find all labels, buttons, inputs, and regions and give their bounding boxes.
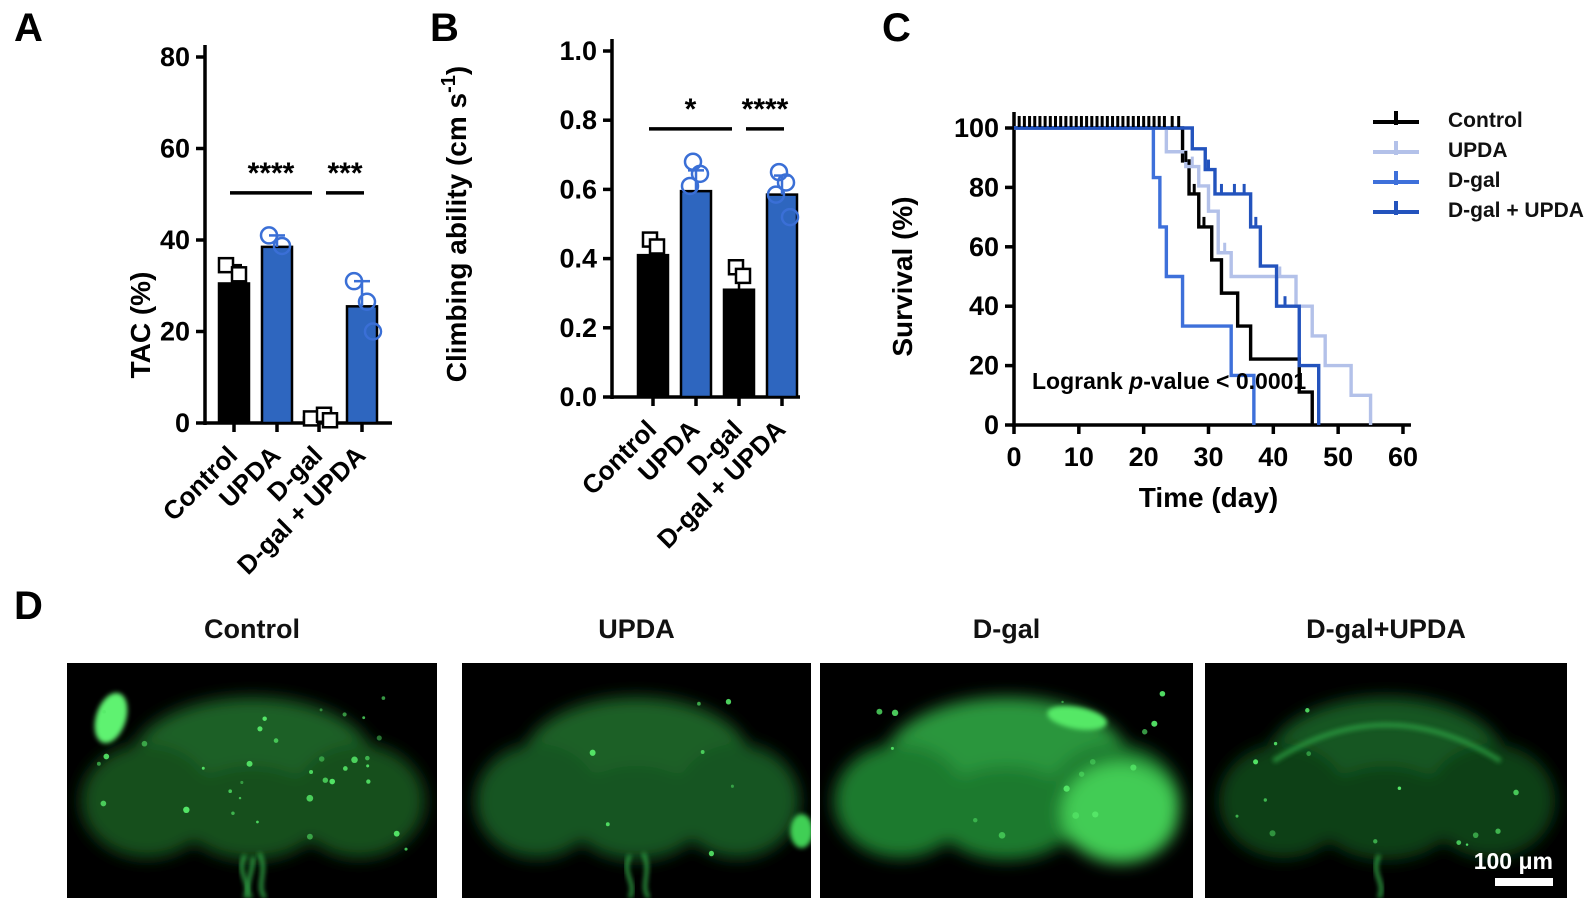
svg-text:40: 40	[969, 291, 999, 321]
svg-text:Climbing ability (cm s-1): Climbing ability (cm s-1)	[438, 66, 472, 383]
svg-text:60: 60	[160, 134, 190, 164]
panel-a-letter: A	[14, 6, 43, 50]
legend-censor-tick-icon	[1394, 171, 1398, 185]
svg-text:***: ***	[327, 157, 362, 190]
legend-row-control: Control	[1373, 106, 1585, 136]
svg-text:80: 80	[160, 42, 190, 72]
panel-d-letter: D	[14, 584, 43, 628]
scale-bar-line	[1495, 878, 1553, 886]
svg-text:20: 20	[1129, 442, 1159, 472]
panel-b-letter: B	[430, 6, 459, 50]
legend-label: D-gal	[1448, 169, 1501, 192]
image-title-control: Control	[67, 614, 437, 648]
legend-row-dgal-upda: D-gal + UPDA	[1373, 196, 1585, 226]
image-title-upda: UPDA	[462, 614, 811, 648]
legend-row-dgal: D-gal	[1373, 166, 1585, 196]
svg-text:0: 0	[984, 410, 999, 440]
bar-Control	[217, 282, 251, 425]
legend-censor-tick-icon	[1394, 201, 1398, 215]
svg-text:0.6: 0.6	[559, 174, 597, 204]
svg-text:20: 20	[969, 351, 999, 381]
bar-D-gal + UPDA	[345, 305, 379, 425]
bar-D-gal	[722, 288, 756, 399]
scale-bar-label: 100 μm	[1473, 848, 1553, 874]
brain-illustration	[834, 690, 1181, 863]
image-title-dgal: D-gal	[820, 614, 1193, 648]
legend-censor-tick-icon	[1394, 141, 1398, 155]
svg-text:****: ****	[742, 93, 789, 126]
image-title-text: Control	[204, 614, 300, 644]
legend-label: D-gal + UPDA	[1448, 199, 1584, 222]
svg-text:10: 10	[1064, 442, 1094, 472]
svg-text:0: 0	[1006, 442, 1021, 472]
svg-text:100: 100	[954, 113, 999, 143]
svg-text:30: 30	[1193, 442, 1223, 472]
logrank-prefix: Logrank	[1032, 368, 1130, 394]
svg-text:50: 50	[1323, 442, 1353, 472]
svg-text:0: 0	[175, 408, 190, 438]
panel-c-letter: C	[882, 6, 911, 50]
survival-plot: 0 10 20 30 40 50 60 0 20 40 60 80 100 Time (day) Survi…	[887, 112, 1418, 513]
bar-UPDA	[260, 245, 294, 425]
svg-text:40: 40	[1258, 442, 1288, 472]
legend-censor-tick-icon	[1394, 111, 1398, 125]
bar-UPDA	[679, 189, 713, 399]
bar-Control	[636, 253, 670, 399]
fluorescence-image-upda	[462, 663, 811, 898]
svg-text:60: 60	[1388, 442, 1418, 472]
image-title-text: D-gal	[972, 614, 1041, 644]
brain-illustration	[1218, 697, 1556, 898]
svg-text:Survival (%): Survival (%)	[887, 196, 918, 356]
legend-label: UPDA	[1448, 139, 1508, 162]
brain-illustration	[475, 697, 811, 898]
image-title-text: UPDA	[598, 614, 675, 644]
svg-text:TAC (%): TAC (%)	[125, 272, 156, 379]
scale-bar: 100 μm	[1474, 850, 1553, 886]
logrank-p: p	[1129, 368, 1144, 394]
svg-text:0.8: 0.8	[559, 105, 597, 135]
survival-curve-D-gal + UPDA	[1014, 126, 1321, 425]
survival-curve-D-gal	[1014, 126, 1256, 425]
legend-row-upda: UPDA	[1373, 136, 1585, 166]
svg-text:Time (day): Time (day)	[1139, 482, 1279, 513]
image-title-dgal-upda: D-gal+UPDA	[1205, 614, 1567, 648]
svg-text:40: 40	[160, 225, 190, 255]
svg-text:0.0: 0.0	[559, 382, 597, 412]
survival-legend: Control UPDA D-gal D-gal + UPDA	[1373, 106, 1585, 226]
image-title-text: D-gal+UPDA	[1306, 614, 1466, 644]
svg-text:0.2: 0.2	[559, 313, 597, 343]
svg-text:60: 60	[969, 232, 999, 262]
fluorescence-image-dgal-upda: 100 μm	[1205, 663, 1567, 898]
svg-text:1.0: 1.0	[559, 36, 597, 66]
svg-text:****: ****	[248, 157, 295, 190]
brain-illustration	[81, 692, 425, 898]
logrank-suffix: -value < 0.0001	[1143, 368, 1307, 394]
svg-text:*: *	[685, 93, 697, 126]
svg-text:0.4: 0.4	[559, 244, 597, 274]
fluorescence-image-dgal	[820, 663, 1193, 898]
legend-label: Control	[1448, 109, 1523, 132]
svg-text:80: 80	[969, 172, 999, 202]
bar-chart-climbing: 0.00.20.40.60.81.0ControlUPDAD-galD-gal …	[438, 36, 800, 554]
svg-text:20: 20	[160, 317, 190, 347]
fluorescence-image-control	[67, 663, 437, 898]
logrank-annotation: Logrank p-value < 0.0001	[1032, 368, 1306, 395]
